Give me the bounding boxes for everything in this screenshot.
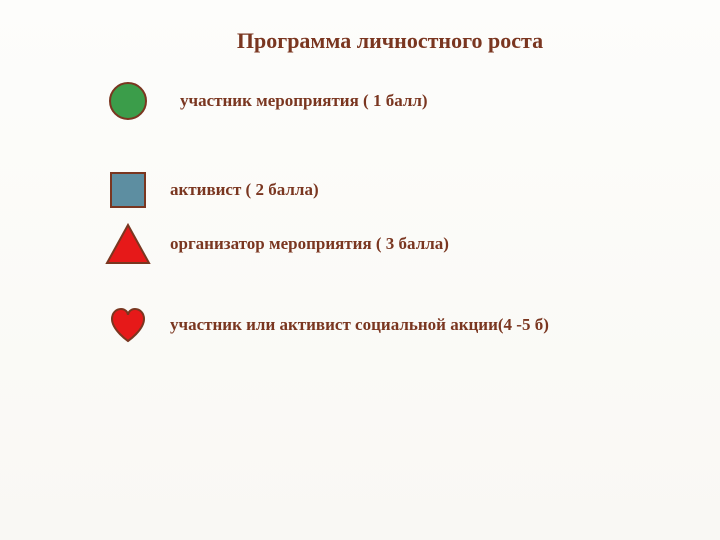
- legend-label: участник или активист социальной акции(4…: [170, 315, 549, 335]
- legend-container: участник мероприятия ( 1 балл) активист …: [100, 80, 680, 356]
- heart-icon: [100, 306, 156, 344]
- circle-icon: [100, 80, 156, 122]
- triangle-icon: [100, 222, 156, 266]
- legend-row-heart: участник или активист социальной акции(4…: [100, 306, 680, 344]
- legend-row-circle: участник мероприятия ( 1 балл): [100, 80, 680, 122]
- legend-label: активист ( 2 балла): [170, 180, 319, 200]
- legend-row-square: активист ( 2 балла): [100, 170, 680, 210]
- legend-row-triangle: организатор мероприятия ( 3 балла): [100, 222, 680, 266]
- page-title: Программа личностного роста: [0, 28, 720, 54]
- legend-label: участник мероприятия ( 1 балл): [180, 91, 428, 111]
- legend-label: организатор мероприятия ( 3 балла): [170, 234, 449, 254]
- square-icon: [100, 170, 156, 210]
